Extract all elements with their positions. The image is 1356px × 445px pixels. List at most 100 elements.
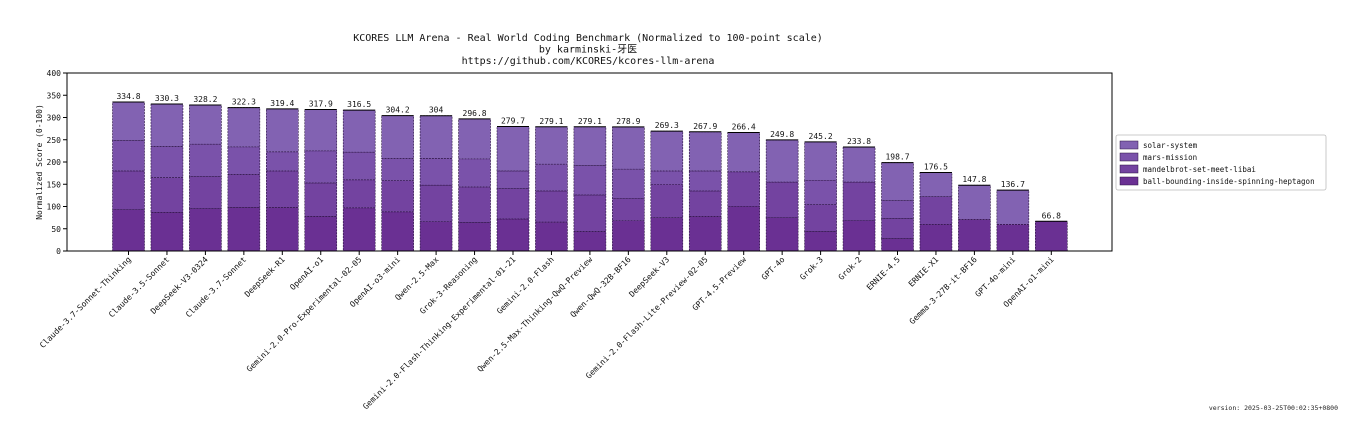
bar-segment-ball-bounding-inside-spinning-heptagon — [496, 218, 530, 252]
bar-segment-ball-bounding-inside-spinning-heptagon — [535, 221, 568, 252]
legend-entry-mars-mission: mars-mission — [1143, 153, 1197, 162]
bar-segment-solar-system — [996, 189, 1030, 225]
bar-segment-solar-system — [881, 162, 914, 202]
bar-value-label: 334.8 — [116, 92, 140, 101]
bar-value-label: 66.8 — [1042, 211, 1061, 220]
bar-segment-solar-system — [573, 126, 607, 166]
bar-segment-mandelbrot-set-meet-libai — [881, 218, 914, 239]
bar-segment-ball-bounding-inside-spinning-heptagon — [612, 220, 645, 252]
bar-segment-solar-system — [612, 126, 645, 170]
bar-segment-mandelbrot-set-meet-libai — [112, 170, 145, 210]
legend-box — [1115, 134, 1327, 191]
y-tick-label: 250 — [47, 136, 62, 145]
bar-segment-mars-mission — [688, 170, 722, 192]
legend-swatch — [1119, 152, 1139, 162]
bar-value-label: 304 — [429, 106, 444, 115]
bar-value-label: 328.2 — [193, 95, 217, 104]
title-line-2: by karminski-牙医 — [539, 44, 637, 56]
bar-segment-mandelbrot-set-meet-libai — [150, 177, 184, 213]
bar-segment-mars-mission — [804, 179, 837, 206]
legend-swatch — [1119, 164, 1139, 174]
bar-segment-mars-mission — [612, 168, 645, 199]
bar-segment-mars-mission — [112, 140, 145, 172]
bar-value-label: 322.3 — [232, 98, 256, 107]
bar-segment-ball-bounding-inside-spinning-heptagon — [419, 221, 453, 252]
bar-value-label: 266.4 — [732, 122, 756, 131]
y-tick-label: 400 — [47, 69, 62, 78]
bar-value-label: 330.3 — [155, 94, 179, 103]
bar-segment-mars-mission — [458, 158, 491, 188]
bar-segment-solar-system — [458, 118, 491, 160]
title-line-3: https://github.com/KCORES/kcores-llm-are… — [462, 56, 715, 67]
bar-segment-ball-bounding-inside-spinning-heptagon — [573, 231, 607, 252]
legend-entry-mandelbrot-set-meet-libai: mandelbrot-set-meet-libai — [1143, 165, 1256, 174]
y-tick-label: 150 — [47, 180, 62, 189]
legend-swatch — [1119, 140, 1139, 150]
x-axis: Claude-3.7-Sonnet-ThinkingClaude-3.5-Son… — [38, 251, 1056, 411]
bar-segment-mandelbrot-set-meet-libai — [804, 204, 837, 232]
bar-segment-mandelbrot-set-meet-libai — [227, 174, 261, 208]
x-tick-label: Gemma-3-27B-it-BF16 — [908, 255, 979, 326]
bar-segment-ball-bounding-inside-spinning-heptagon — [112, 209, 145, 252]
bar-value-label: 319.4 — [270, 99, 294, 108]
bar-value-label: 267.9 — [693, 122, 717, 131]
bar-value-label: 136.7 — [1001, 180, 1025, 189]
bar-segment-mars-mission — [419, 158, 453, 186]
bar-segment-mandelbrot-set-meet-libai — [842, 181, 876, 222]
bar-value-label: 269.3 — [655, 121, 679, 130]
bar-segment-mars-mission — [496, 170, 530, 189]
bar-segment-mars-mission — [189, 143, 222, 177]
title-line-1: KCORES LLM Arena - Real World Coding Ben… — [353, 33, 823, 44]
bar-segment-ball-bounding-inside-spinning-heptagon — [804, 231, 837, 252]
bar-value-label: 304.2 — [386, 106, 410, 115]
bar-segment-mandelbrot-set-meet-libai — [919, 196, 953, 225]
bar-segment-mandelbrot-set-meet-libai — [573, 194, 607, 232]
bar-segment-solar-system — [496, 126, 530, 172]
bar-segment-ball-bounding-inside-spinning-heptagon — [265, 207, 299, 252]
version-footer: version: 2025-03-25T00:02:35+0800 — [1209, 404, 1338, 412]
bar-segment-solar-system — [227, 107, 261, 148]
x-tick-label: OpenAI-o1 — [288, 255, 325, 292]
bar-segment-solar-system — [842, 146, 876, 183]
bar-segment-solar-system — [189, 104, 222, 145]
y-tick-label: 350 — [47, 91, 62, 100]
bar-segment-mandelbrot-set-meet-libai — [342, 179, 376, 209]
bar-segment-mandelbrot-set-meet-libai — [765, 181, 799, 218]
x-tick-label: ERNIE-X1 — [907, 255, 941, 289]
bar-segment-ball-bounding-inside-spinning-heptagon — [227, 207, 261, 252]
chart-title: KCORES LLM Arena - Real World Coding Ben… — [353, 33, 823, 67]
y-axis: 0 50 100 150 200 250 300 350 400 Normalized Score… — [35, 69, 67, 256]
bar-segment-ball-bounding-inside-spinning-heptagon — [304, 215, 338, 252]
y-tick-label: 100 — [47, 203, 62, 212]
bar-segment-solar-system — [419, 115, 453, 159]
bar-segment-mars-mission — [227, 146, 261, 175]
x-tick-label: Grok-3 — [798, 255, 825, 282]
bar-segment-ball-bounding-inside-spinning-heptagon — [688, 215, 722, 252]
y-tick-label: 300 — [47, 114, 62, 123]
x-tick-label: GPT-4o — [760, 255, 787, 282]
bar-segment-ball-bounding-inside-spinning-heptagon — [996, 224, 1030, 252]
bar-value-label: 245.2 — [809, 132, 833, 141]
bar-segment-mars-mission — [304, 150, 338, 184]
bar-segment-solar-system — [727, 132, 761, 173]
plot-frame — [66, 72, 1113, 252]
bar-value-label: 147.8 — [962, 175, 986, 184]
bar-segment-ball-bounding-inside-spinning-heptagon — [958, 219, 991, 252]
bar-segment-solar-system — [804, 141, 837, 181]
bar-segment-ball-bounding-inside-spinning-heptagon — [919, 224, 953, 252]
bar-value-label: 278.9 — [616, 117, 640, 126]
bar-segment-mars-mission — [535, 163, 568, 192]
bar-value-label: 279.7 — [501, 117, 525, 126]
bar-segment-ball-bounding-inside-spinning-heptagon — [727, 206, 761, 252]
bar-segment-mars-mission — [342, 151, 376, 181]
bar-segment-solar-system — [342, 109, 376, 153]
bar-segment-mandelbrot-set-meet-libai — [650, 183, 684, 218]
bar-segment-solar-system — [958, 184, 991, 220]
bar-segment-ball-bounding-inside-spinning-heptagon — [881, 238, 914, 252]
legend: solar-system mars-mission mandelbrot-set-m… — [1115, 134, 1327, 191]
bar-value-label: 279.1 — [578, 117, 602, 126]
legend-swatch — [1119, 176, 1139, 186]
bar-segment-mandelbrot-set-meet-libai — [419, 184, 453, 222]
legend-entry-ball-bounding-inside-spinning-heptagon: ball-bounding-inside-spinning-heptagon — [1143, 177, 1315, 186]
